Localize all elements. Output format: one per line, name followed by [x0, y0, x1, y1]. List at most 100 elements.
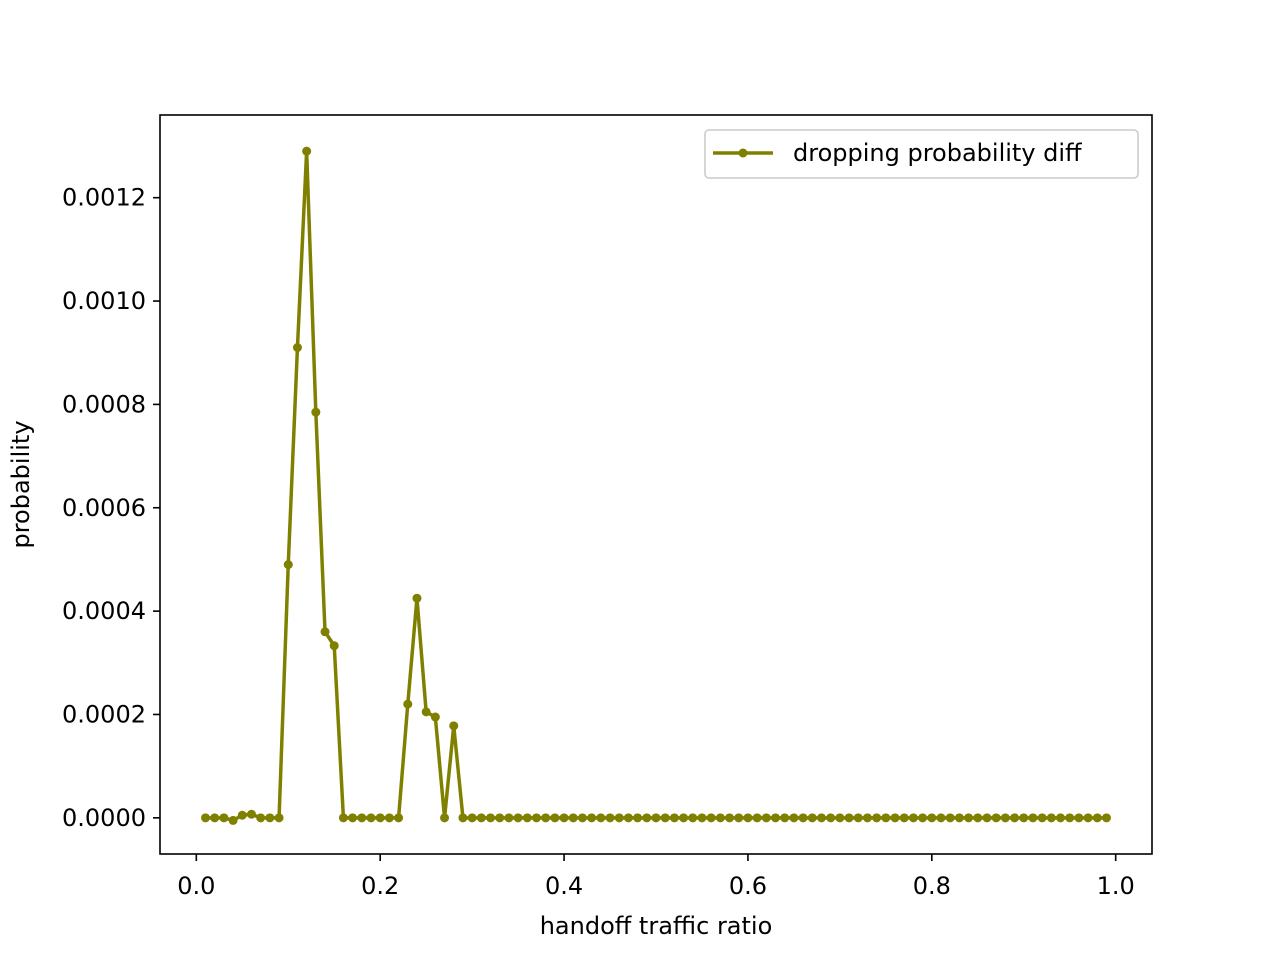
axes-frame: [159, 114, 1153, 855]
x-axis-label: handoff traffic ratio: [540, 912, 773, 940]
data-point: [936, 813, 946, 823]
data-point: [752, 813, 762, 823]
data-point: [614, 813, 624, 823]
data-point: [210, 813, 220, 823]
data-point: [945, 813, 955, 823]
data-point: [964, 813, 974, 823]
y-tick-label: 0.0010: [62, 287, 146, 315]
data-point: [1010, 813, 1020, 823]
data-point: [495, 813, 505, 823]
data-point: [862, 813, 872, 823]
data-point: [201, 813, 211, 823]
data-point: [568, 813, 578, 823]
legend-marker-swatch: [738, 148, 748, 158]
data-point: [375, 813, 385, 823]
data-point: [826, 813, 836, 823]
data-point: [973, 813, 983, 823]
data-point: [706, 813, 716, 823]
data-point: [927, 813, 937, 823]
data-point: [651, 813, 661, 823]
data-point: [1046, 813, 1056, 823]
data-point: [283, 560, 293, 570]
data-point: [412, 593, 422, 603]
data-point: [219, 813, 229, 823]
x-tick-label: 0.8: [913, 872, 951, 900]
data-point: [596, 813, 606, 823]
y-axis-label: probability: [7, 420, 35, 548]
data-point: [798, 813, 808, 823]
data-point: [715, 813, 725, 823]
data-point: [1092, 813, 1102, 823]
data-point: [311, 407, 321, 417]
x-axis-ticks: 0.0 0.2 0.4 0.6 0.8 1.0: [177, 854, 1135, 900]
data-point: [853, 813, 863, 823]
data-point: [348, 813, 358, 823]
data-point: [302, 146, 312, 156]
x-tick-label: 1.0: [1097, 872, 1135, 900]
data-point: [550, 813, 560, 823]
data-point: [1101, 813, 1111, 823]
data-point: [771, 813, 781, 823]
data-point: [789, 813, 799, 823]
y-tick-label: 0.0006: [62, 494, 146, 522]
data-point: [872, 813, 882, 823]
data-point: [1083, 813, 1093, 823]
data-point: [531, 813, 541, 823]
data-point: [329, 641, 339, 651]
data-point: [697, 813, 707, 823]
data-point: [522, 813, 532, 823]
data-point: [265, 813, 275, 823]
data-point: [835, 813, 845, 823]
data-point: [991, 813, 1001, 823]
data-point: [623, 813, 633, 823]
data-point: [504, 813, 514, 823]
x-tick-label: 0.0: [177, 872, 215, 900]
data-point: [780, 813, 790, 823]
data-point: [320, 627, 330, 637]
data-point: [743, 813, 753, 823]
data-point: [807, 813, 817, 823]
x-tick-label: 0.4: [545, 872, 583, 900]
data-point: [256, 813, 266, 823]
data-point: [1037, 813, 1047, 823]
data-point: [357, 813, 367, 823]
data-point: [725, 813, 735, 823]
data-point: [908, 813, 918, 823]
data-point: [449, 721, 459, 731]
data-point: [642, 813, 652, 823]
data-point: [679, 813, 689, 823]
legend-entry-label: dropping probability diff: [793, 139, 1082, 167]
data-point: [577, 813, 587, 823]
data-point: [816, 813, 826, 823]
data-point: [688, 813, 698, 823]
data-point: [605, 813, 615, 823]
x-tick-label: 0.6: [729, 872, 767, 900]
data-point: [292, 343, 302, 353]
data-point: [274, 813, 284, 823]
data-point: [1000, 813, 1010, 823]
data-point: [669, 813, 679, 823]
legend-box: [704, 129, 1139, 179]
data-point: [844, 813, 854, 823]
data-point: [734, 813, 744, 823]
y-tick-label: 0.0000: [62, 804, 146, 832]
data-point: [954, 813, 964, 823]
data-point: [421, 707, 431, 717]
data-point: [890, 813, 900, 823]
data-point: [513, 813, 523, 823]
data-point: [660, 813, 670, 823]
data-point: [761, 813, 771, 823]
data-point: [918, 813, 928, 823]
series-layer: [201, 146, 1111, 825]
data-point: [587, 813, 597, 823]
data-point: [541, 813, 551, 823]
data-point: [338, 813, 348, 823]
data-point: [440, 813, 450, 823]
data-point: [1019, 813, 1029, 823]
data-point: [1074, 813, 1084, 823]
data-point: [366, 813, 376, 823]
data-point: [467, 813, 477, 823]
data-point: [899, 813, 909, 823]
